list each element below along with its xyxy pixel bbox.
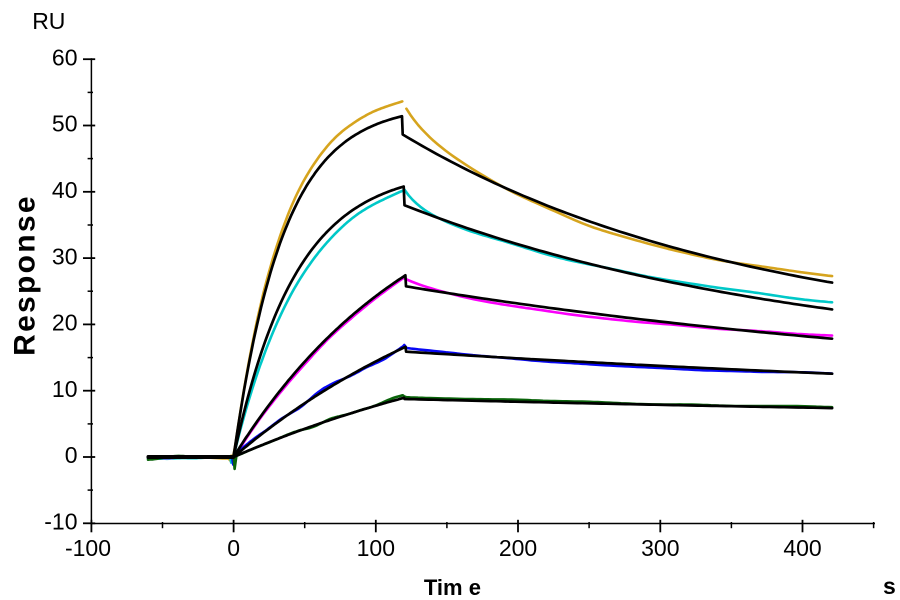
svg-text:Response: Response — [9, 194, 42, 356]
svg-text:Tim e: Tim e — [424, 575, 481, 600]
svg-text:50: 50 — [52, 111, 78, 137]
svg-text:20: 20 — [52, 310, 78, 336]
svg-text:30: 30 — [52, 243, 78, 269]
svg-text:60: 60 — [52, 44, 78, 70]
svg-text:100: 100 — [357, 535, 395, 561]
svg-text:s: s — [883, 573, 896, 599]
svg-text:0: 0 — [65, 442, 78, 468]
svg-text:-100: -100 — [65, 535, 111, 561]
svg-text:0: 0 — [227, 535, 240, 561]
svg-text:40: 40 — [52, 177, 78, 203]
svg-text:400: 400 — [783, 535, 821, 561]
svg-text:10: 10 — [52, 376, 78, 402]
svg-text:RU: RU — [32, 8, 65, 34]
svg-text:200: 200 — [499, 535, 537, 561]
svg-text:300: 300 — [641, 535, 679, 561]
svg-text:-10: -10 — [44, 509, 77, 535]
